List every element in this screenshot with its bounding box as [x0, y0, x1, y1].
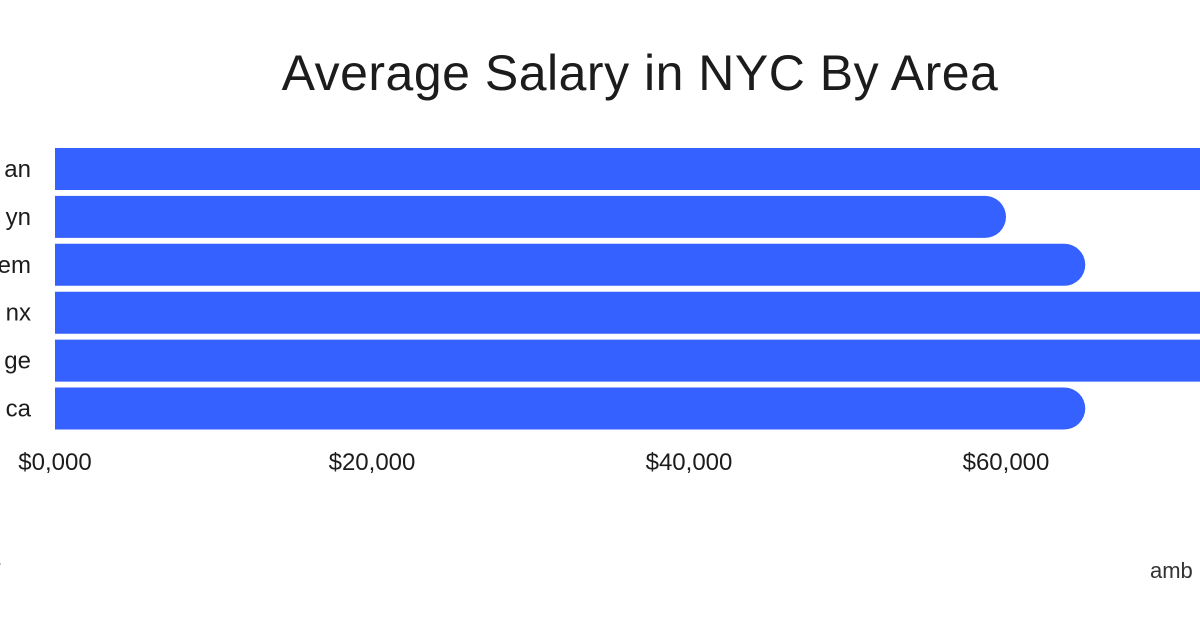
category-label-ge: ge	[4, 348, 31, 375]
footer-left-text: -	[0, 550, 1, 576]
category-label-yn: yn	[6, 204, 31, 231]
footer-brand-text: amb	[1150, 558, 1193, 583]
chart-title: Average Salary in NYC By Area	[281, 45, 999, 101]
category-label-an: an	[4, 156, 31, 183]
bar-an	[55, 148, 1200, 190]
x-axis-ticks: $0,000 $20,000 $40,000 $60,000	[18, 449, 1049, 476]
x-tick-label: $40,000	[646, 449, 733, 476]
x-tick-label: $0,000	[18, 449, 91, 476]
category-label-em: em	[0, 252, 31, 279]
category-labels: an yn em nx ge ca	[0, 156, 32, 423]
category-label-nx: nx	[6, 300, 31, 327]
x-tick-label: $20,000	[329, 449, 416, 476]
category-label-ca: ca	[6, 396, 32, 423]
x-tick-label: $60,000	[963, 449, 1050, 476]
bar-ge	[55, 339, 1200, 382]
bar-nx	[55, 291, 1200, 334]
bars-group	[55, 148, 1200, 430]
bar-em	[55, 243, 1086, 286]
bar-yn	[55, 195, 1006, 238]
bar-ca	[55, 387, 1086, 430]
